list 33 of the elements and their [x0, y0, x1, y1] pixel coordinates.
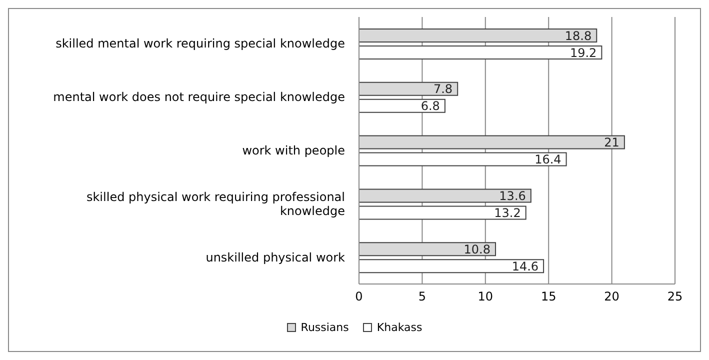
bar [359, 206, 526, 220]
data-label: 13.2 [494, 206, 521, 220]
data-label: 18.8 [564, 28, 592, 43]
y-tick-label: mental work does not require special knowledge [53, 90, 345, 104]
x-tick-label: 20 [604, 290, 620, 304]
bar [359, 82, 458, 96]
bar [359, 28, 598, 42]
data-label: 10.8 [464, 242, 491, 256]
x-tick-label: 15 [540, 290, 556, 304]
legend-label: Russians [300, 321, 349, 334]
data-label: 13.6 [499, 188, 526, 203]
x-tick-label: 25 [667, 290, 683, 304]
bar [359, 259, 544, 274]
y-tick-label: skilled physical work requiring professional knowledge [86, 190, 345, 218]
x-tick-label: 5 [418, 290, 426, 304]
data-label: 6.8 [420, 99, 440, 114]
bar [359, 46, 602, 60]
x-tick-label: 0 [355, 290, 363, 304]
data-label: 21 [604, 136, 620, 150]
x-tick-label: 10 [478, 290, 494, 304]
data-label: 7.8 [434, 82, 453, 96]
data-label: 14.6 [512, 259, 539, 274]
bar [359, 242, 496, 256]
bar [359, 98, 446, 113]
bar [359, 135, 625, 150]
bar [359, 188, 532, 203]
y-tick-label: unskilled physical work [206, 250, 346, 264]
data-label: 19.2 [570, 46, 597, 60]
y-tick-label: work with people [242, 144, 345, 158]
legend-label: Khakass [376, 321, 422, 334]
data-label: 16.4 [534, 152, 562, 167]
y-tick-label: skilled mental work requiring special knowledge [56, 36, 345, 51]
bar [359, 152, 567, 166]
